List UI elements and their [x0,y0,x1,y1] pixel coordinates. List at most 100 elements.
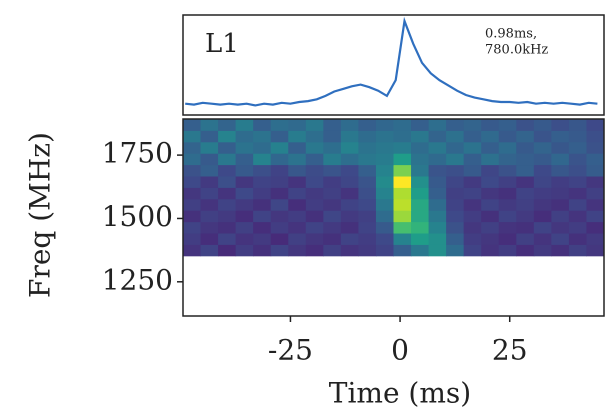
heatmap-cell [463,198,482,211]
heatmap-cell [200,130,219,143]
x-tick-label: 25 [492,334,528,367]
annotation: 780.0kHz [485,43,548,58]
heatmap-cell [586,141,605,154]
heatmap-cell [498,198,517,211]
heatmap-cell [586,119,605,131]
heatmap-cell [446,210,465,223]
heatmap-cell [463,210,482,223]
heatmap-cell [516,164,535,177]
heatmap-cell [411,153,430,166]
heatmap-cell [393,176,412,188]
heatmap-cell [516,233,535,245]
heatmap-cell [411,176,430,188]
heatmap-cell [393,233,412,245]
heatmap-cell [393,221,412,234]
heatmap-cell [498,187,517,200]
heatmap-cell [446,176,465,188]
heatmap-cell [428,141,447,154]
heatmap-cell [428,244,447,257]
heatmap-cell [235,119,254,131]
heatmap-cell [340,233,359,245]
heatmap-cell [551,210,570,223]
heatmap-cell [270,233,289,245]
heatmap-cell [218,164,237,177]
heatmap-cell [323,164,342,177]
heatmap-cell [516,221,535,234]
heatmap-cell [358,130,377,143]
heatmap-cell [218,244,237,257]
heatmap-cell [481,176,500,188]
heatmap-cell [375,233,394,245]
heatmap-cell [323,153,342,166]
heatmap-cell [411,221,430,234]
heatmap-cell [375,187,394,200]
heatmap-cell [516,210,535,223]
heatmap-cell [218,141,237,154]
heatmap-cell [183,244,202,257]
heatmap-cell [411,164,430,177]
heatmap-cell [411,244,430,257]
heatmap-cell [533,221,552,234]
heatmap-cell [446,187,465,200]
heatmap-cell [305,130,324,143]
heatmap-cell [481,233,500,245]
heatmap-cell [498,221,517,234]
heatmap-cell [481,187,500,200]
heatmap-cell [375,119,394,131]
heatmap-cell [253,221,272,234]
heatmap-cell [288,141,307,154]
heatmap-cell [235,130,254,143]
heatmap-cell [533,244,552,257]
heatmap-cell [270,119,289,131]
heatmap-cell [428,164,447,177]
heatmap-cell [586,198,605,211]
heatmap-cell [183,176,202,188]
heatmap-cell [568,130,587,143]
heatmap-cell [568,187,587,200]
heatmap-cell [340,198,359,211]
heatmap-cell [533,198,552,211]
heatmap-cell [463,176,482,188]
heatmap-cell [393,153,412,166]
heatmap-cell [235,233,254,245]
heatmap-cell [323,176,342,188]
heatmap-cell [533,130,552,143]
heatmap-cell [358,141,377,154]
heatmap-cell [253,119,272,131]
heatmap-cell [533,233,552,245]
heatmap-cell [446,198,465,211]
heatmap-cell [218,233,237,245]
heatmap-cell [218,210,237,223]
heatmap-cell [305,221,324,234]
heatmap-cell [481,153,500,166]
heatmap-cell [340,164,359,177]
heatmap-cell [375,130,394,143]
heatmap-cell [428,198,447,211]
heatmap-cell [498,130,517,143]
heatmap-cell [288,130,307,143]
heatmap-cell [446,244,465,257]
heatmap-cell [323,244,342,257]
heatmap-cell [235,164,254,177]
panel-frame [182,14,605,116]
heatmap-cell [200,176,219,188]
heatmap-cell [270,187,289,200]
heatmap-cell [586,130,605,143]
heatmap-cell [411,198,430,211]
heatmap-cell [568,119,587,131]
heatmap-cell [586,164,605,177]
heatmap-cell [305,233,324,245]
annotation: 0.98ms, [485,27,537,42]
heatmap-cell [463,233,482,245]
heatmap-cell [183,198,202,211]
heatmap-cell [358,198,377,211]
heatmap-cell [288,221,307,234]
heatmap-cell [481,141,500,154]
heatmap-cell [270,244,289,257]
heatmap-cell [411,119,430,131]
heatmap-cell [586,176,605,188]
heatmap-cell [340,210,359,223]
heatmap-cell [375,164,394,177]
heatmap-cell [551,221,570,234]
heatmap-cell [183,233,202,245]
